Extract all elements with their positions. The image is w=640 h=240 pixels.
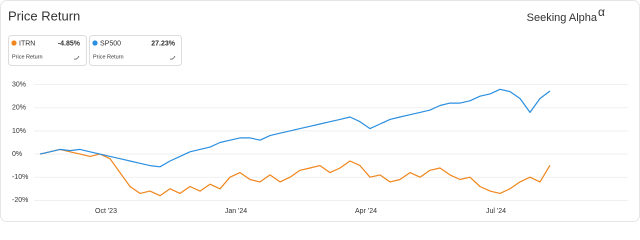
legend-subtitle: Price Return — [12, 54, 43, 60]
logo: Seeking Alpha — [527, 12, 598, 24]
x-tick-label: Apr '24 — [355, 208, 377, 215]
legend-subtitle: Price Return — [93, 54, 124, 60]
logo-mark: α — [598, 5, 605, 19]
x-tick-label: Jul '24 — [486, 208, 506, 215]
legend-card[interactable] — [8, 35, 87, 66]
y-tick-label: 20% — [12, 105, 26, 112]
legend-dot — [92, 40, 98, 46]
x-tick-label: Oct '23 — [95, 208, 117, 215]
frame — [0, 0, 640, 222]
legend-card[interactable] — [89, 35, 182, 66]
legend-dot — [11, 40, 17, 46]
y-tick-label: -10% — [12, 174, 28, 181]
x-tick-label: Jan '24 — [225, 208, 247, 215]
sparkline-icon — [73, 55, 176, 60]
legend-label: SP500 — [100, 40, 121, 47]
chart: Price Return Seeking Alpha α -20% -10% 0% 1… — [0, 0, 640, 222]
chart-title: Price Return — [8, 8, 80, 23]
legend-value: -4.85% — [58, 40, 81, 47]
y-tick-label: 0% — [12, 151, 22, 158]
y-tick-label: 30% — [12, 81, 26, 88]
series-line — [39, 148, 551, 197]
legend-label: ITRN — [19, 40, 35, 47]
series-line — [39, 88, 551, 168]
legend-value: 27.23% — [151, 40, 176, 47]
y-tick-label: -20% — [12, 197, 28, 204]
y-tick-label: 10% — [12, 128, 26, 135]
